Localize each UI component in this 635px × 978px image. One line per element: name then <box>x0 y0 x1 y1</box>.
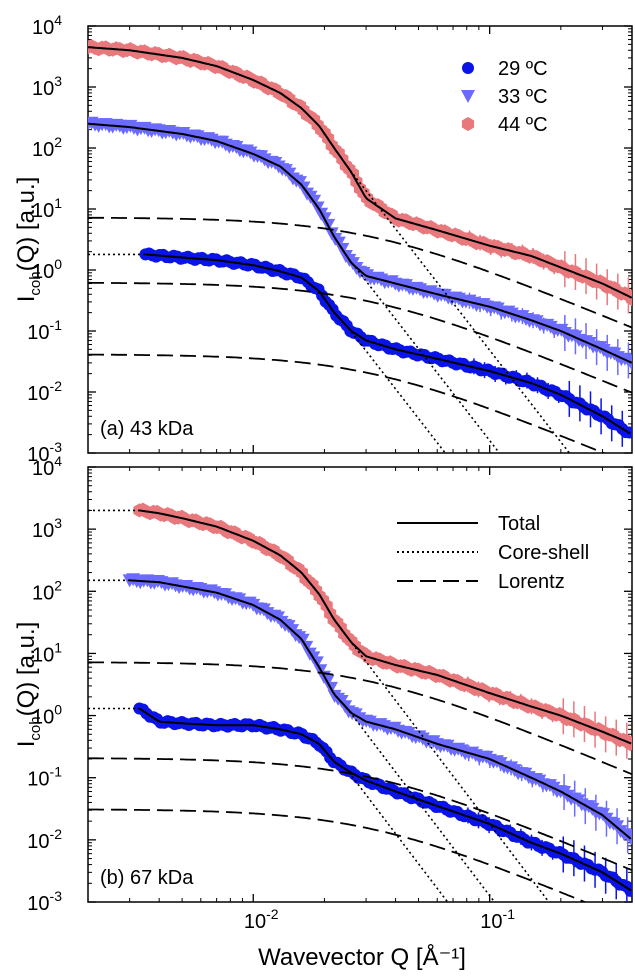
legend-label: Core-shell <box>498 542 589 564</box>
panel-label: (b) 67 kDa <box>100 867 194 889</box>
plot-frame <box>87 466 633 903</box>
plot-area <box>88 502 632 902</box>
y-tick-label: 104 <box>32 12 62 39</box>
core-shell-fit-line <box>88 46 571 453</box>
legend-label: 44 ºC <box>498 114 548 136</box>
core-shell-fit-line <box>88 253 447 453</box>
y-tick-label: 10-1 <box>27 764 62 791</box>
panel-label: (a) 43 kDa <box>100 418 194 440</box>
y-tick-label: 102 <box>32 577 62 604</box>
lorentz-fit-line <box>88 353 607 453</box>
series-circle <box>88 702 632 902</box>
lorentz-fit-line <box>88 757 632 871</box>
x-axis-label: Wavevector Q [Å⁻¹] <box>258 943 466 971</box>
core-shell-fit-line <box>88 579 496 902</box>
y-tick-label: 10-1 <box>27 317 62 344</box>
y-tick-label: 103 <box>32 515 62 542</box>
legend: Total Core-shell Lorentz <box>397 513 589 593</box>
lorentz-fit-line <box>88 216 632 329</box>
y-axis-label: Icoh(Q) [a.u.] <box>13 622 44 748</box>
plot-frame <box>87 25 633 454</box>
total-fit-line <box>88 122 632 364</box>
y-tick-label: 103 <box>32 73 62 100</box>
legend-label: Lorentz <box>498 571 565 593</box>
panel-b: 104 103 102 101 100 10-1 10-2 10-3 10-2 10-1 Icoh(… <box>13 453 633 933</box>
series-triangle-down <box>88 573 632 902</box>
y-axis-label: Icoh(Q) [a.u.] <box>13 177 44 303</box>
y-tick-label: 10-2 <box>27 378 62 405</box>
legend-label: Total <box>498 513 540 535</box>
y-tick-label: 100 <box>32 256 62 283</box>
legend-marker <box>462 62 474 74</box>
core-shell-fit-line <box>88 509 550 902</box>
y-tick-label: 101 <box>32 639 62 666</box>
series-triangle-down <box>88 116 632 453</box>
legend-label: 33 ºC <box>498 86 548 108</box>
legend: 29 ºC 33 ºC 44 ºC <box>461 58 548 136</box>
y-tick-label: 104 <box>32 453 62 480</box>
x-tick-label: 10-2 <box>244 906 279 933</box>
x-tick-label: 10-1 <box>480 906 515 933</box>
total-fit-line <box>145 253 631 435</box>
legend-marker <box>461 117 475 131</box>
legend-marker <box>461 90 475 103</box>
y-tick-label: 102 <box>32 134 62 161</box>
core-shell-fit-line <box>88 122 501 453</box>
panel-a: 104 103 102 101 100 10-1 10-2 10-3 Icoh(Q) [a.u.… <box>13 12 633 466</box>
series-hexagon <box>88 39 632 453</box>
y-tick-label: 10-2 <box>27 826 62 853</box>
series-hexagon <box>88 502 632 902</box>
legend-label: 29 ºC <box>498 58 548 80</box>
y-tick-label: 101 <box>32 195 62 222</box>
plot-area <box>88 39 632 453</box>
series-circle <box>88 247 632 453</box>
y-tick-label: 10-3 <box>27 439 62 466</box>
y-tick-label: 100 <box>32 702 62 729</box>
lorentz-fit-line <box>88 281 632 394</box>
y-tick-label: 10-3 <box>27 888 62 915</box>
lorentz-fit-line <box>88 808 588 902</box>
lorentz-fit-line <box>88 661 632 776</box>
total-fit-line <box>138 707 632 892</box>
